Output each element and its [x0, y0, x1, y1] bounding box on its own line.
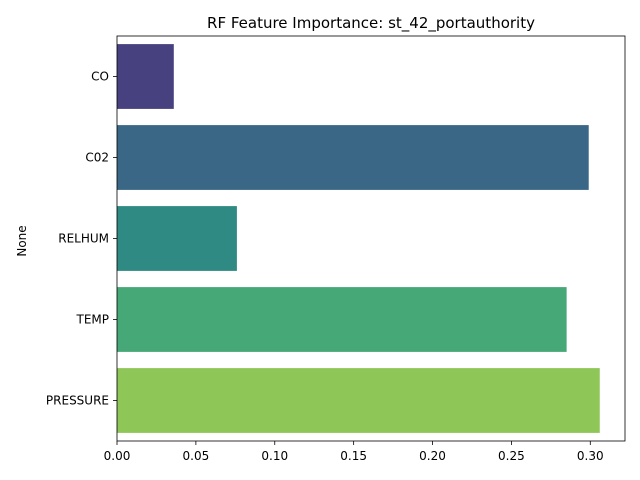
bars-group	[117, 44, 600, 433]
bar-pressure	[117, 368, 600, 433]
chart-title: RF Feature Importance: st_42_portauthori…	[207, 14, 535, 33]
y-axis-ticks: CO C02 RELHUM TEMP PRESSURE	[46, 70, 117, 408]
x-tick-label: 0.20	[419, 449, 446, 463]
x-tick-label: 0.30	[577, 449, 604, 463]
y-tick-label: C02	[85, 151, 109, 165]
x-tick-label: 0.00	[104, 449, 131, 463]
bar-c02	[117, 125, 589, 190]
y-axis-label: None	[15, 225, 29, 256]
plot-frame	[116, 35, 626, 442]
x-tick-label: 0.25	[498, 449, 525, 463]
x-tick-label: 0.15	[340, 449, 367, 463]
y-tick-label: TEMP	[75, 313, 109, 327]
bar-temp	[117, 287, 567, 352]
bar-co	[117, 44, 174, 109]
x-tick-label: 0.05	[183, 449, 210, 463]
y-tick-label: PRESSURE	[46, 394, 109, 408]
x-axis-ticks: 0.00 0.05 0.10 0.15 0.20 0.25 0.30	[104, 441, 604, 463]
x-tick-label: 0.10	[261, 449, 288, 463]
y-tick-label: RELHUM	[58, 232, 109, 246]
bar-relhum	[117, 206, 237, 271]
y-tick-label: CO	[91, 70, 109, 84]
